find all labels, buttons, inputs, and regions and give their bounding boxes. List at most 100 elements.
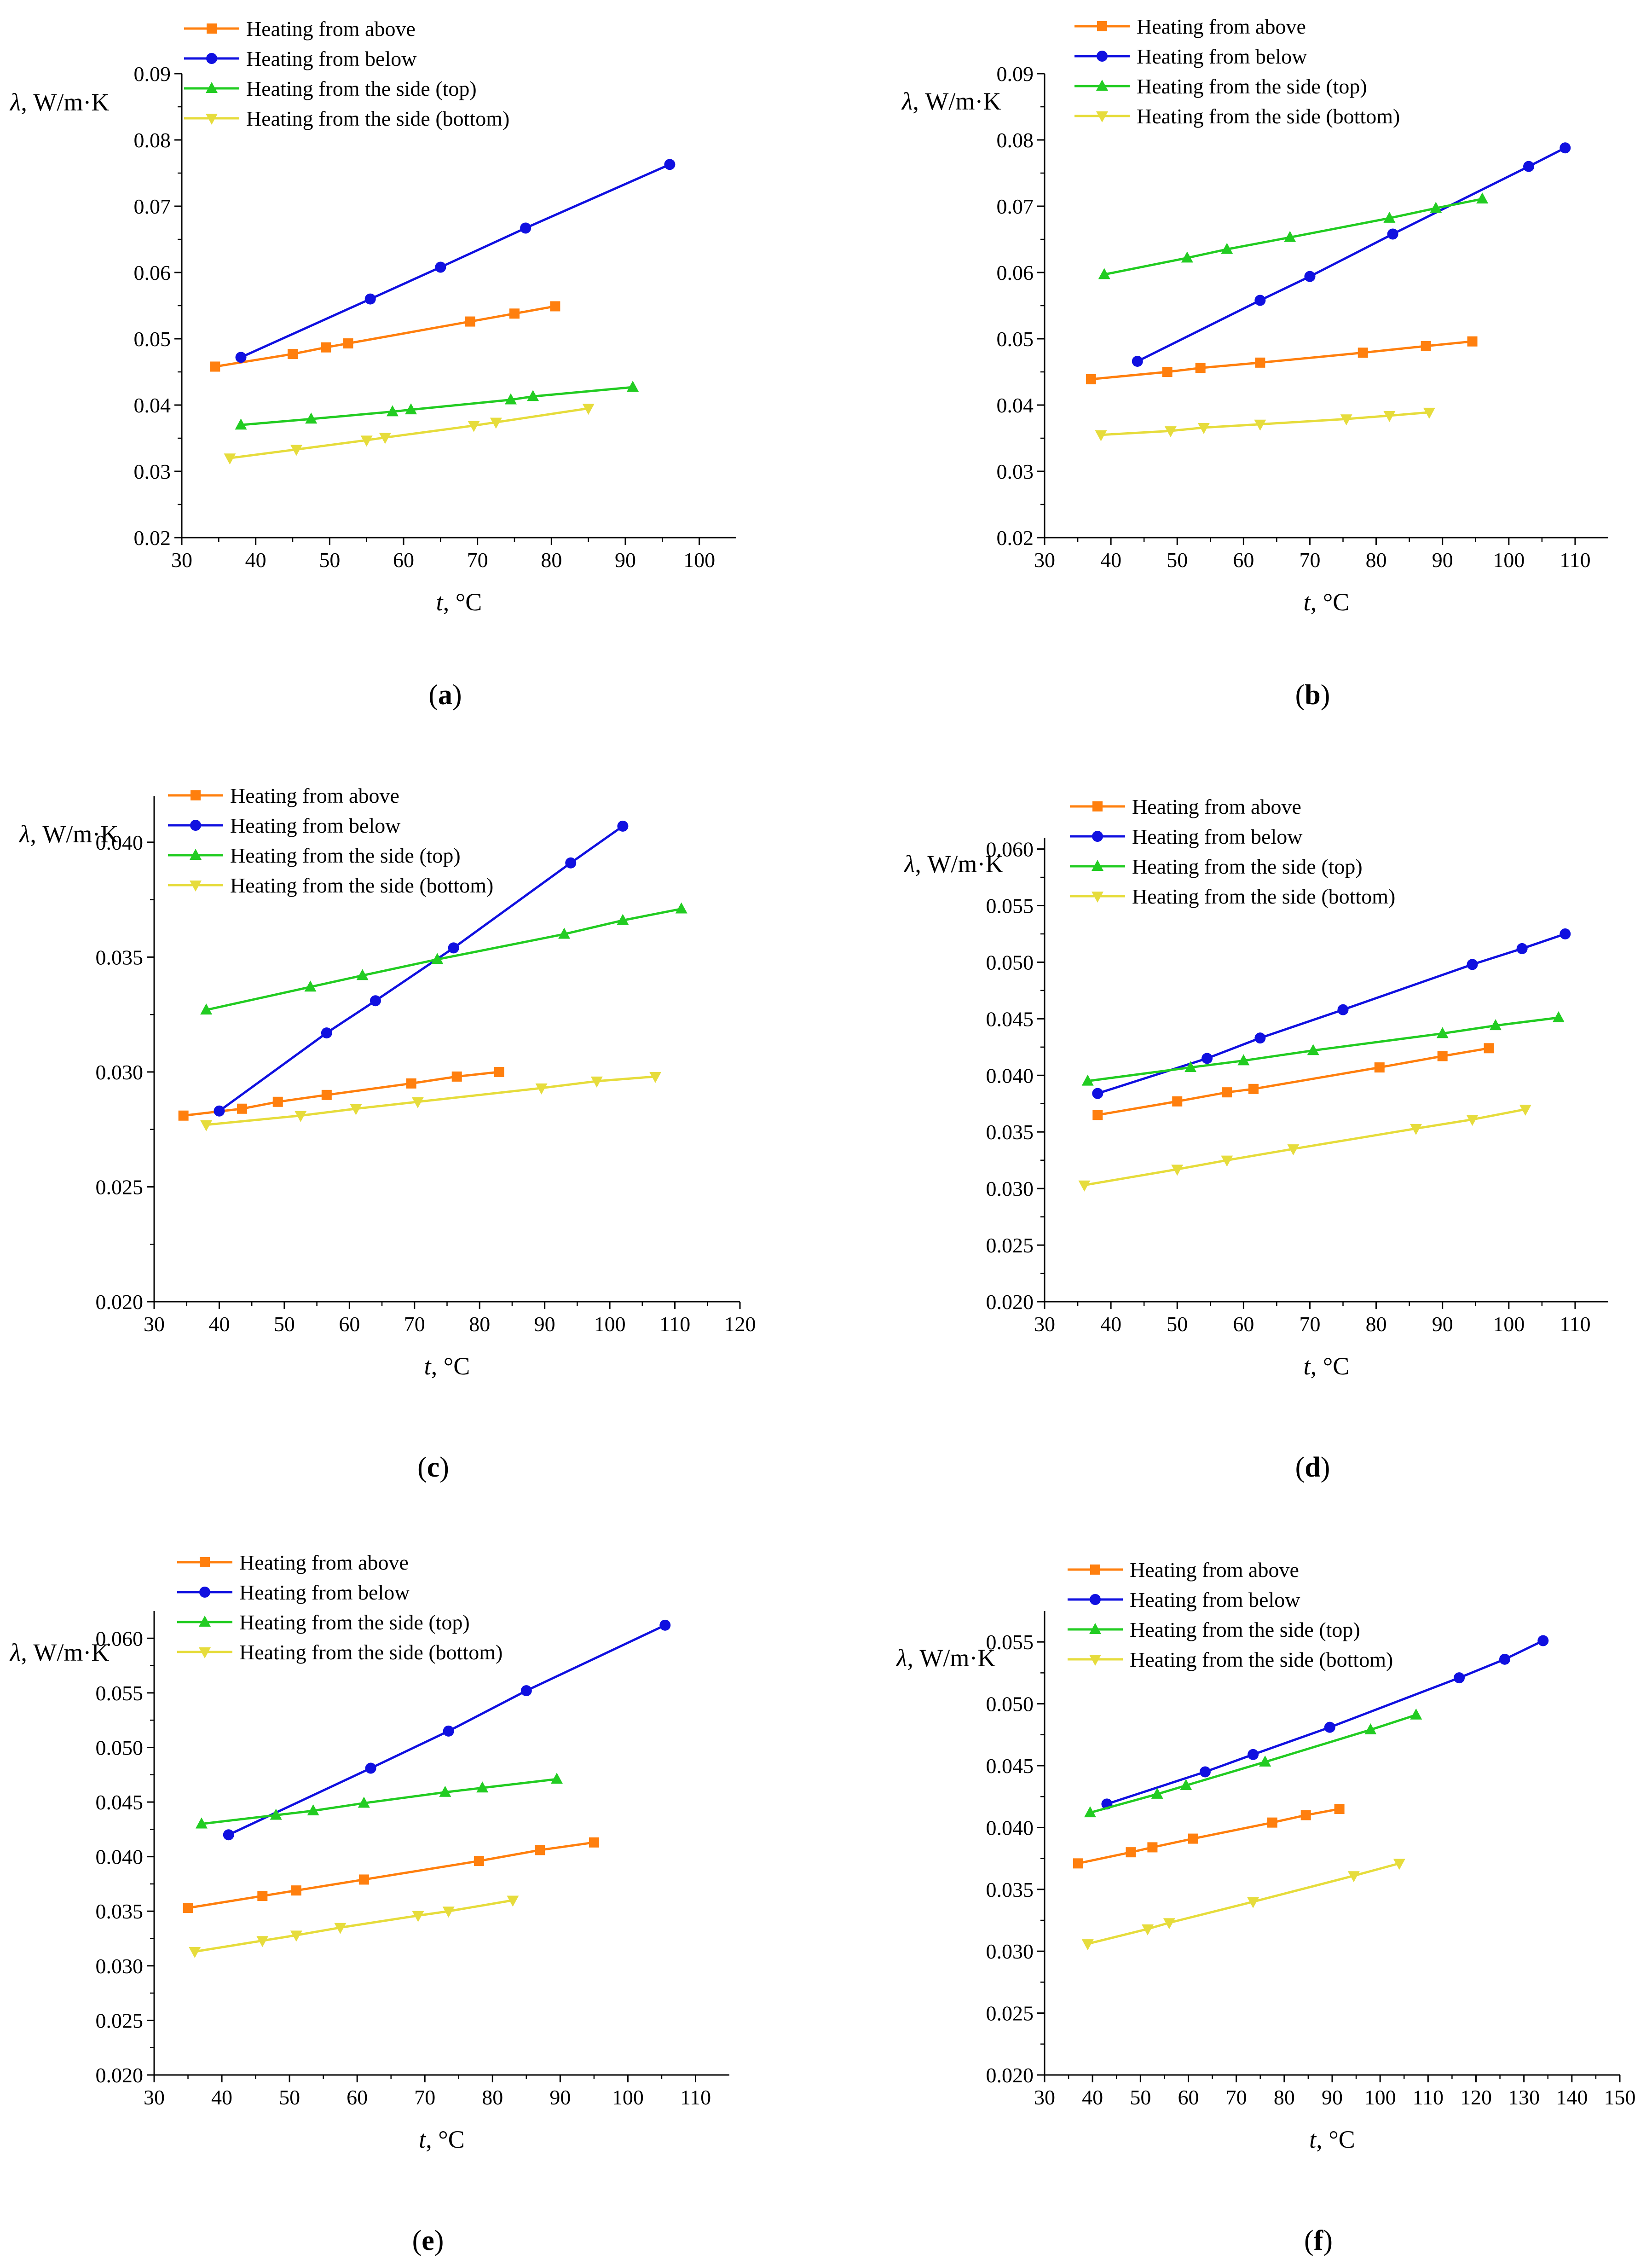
chart-panel-f: 30 40 50 60 70 80 90 100 110 120 130 140 150 0.020 0.0… — [895, 1558, 1636, 2256]
legend-label-above: Heating from above — [1130, 1558, 1299, 1582]
y-tick-label: 0.08 — [134, 128, 171, 152]
data-point-above — [183, 1903, 193, 1913]
x-axis-title: t, °C — [436, 588, 482, 616]
y-tick-label: 0.040 — [986, 1064, 1034, 1087]
legend-marker-side_top — [1092, 860, 1103, 871]
data-point-side_bottom — [379, 433, 391, 444]
data-point-below — [664, 159, 676, 170]
data-point-side_top — [504, 393, 517, 405]
data-point-above — [237, 1103, 247, 1114]
data-point-above — [550, 301, 560, 312]
series-line-above — [1097, 1047, 1490, 1116]
caption-paren-open: ( — [1304, 2225, 1314, 2256]
data-point-above — [291, 1885, 301, 1896]
x-tick-label: 90 — [615, 548, 636, 572]
x-tick-label: 30 — [144, 2086, 165, 2109]
legend-marker-side_bottom — [206, 114, 218, 125]
y-tick-label: 0.055 — [986, 1630, 1034, 1654]
legend: Heating from above Heating from below Heat… — [1074, 15, 1400, 128]
data-point-below — [1454, 1672, 1465, 1684]
y-axis-title: λ, W/m·K — [9, 88, 109, 116]
data-point-below — [370, 995, 381, 1007]
y-tick-label: 0.045 — [96, 1791, 144, 1814]
legend: Heating from above Heating from below Heat… — [177, 1551, 503, 1664]
panel-caption-c: (c) — [417, 1452, 449, 1483]
data-point-above — [494, 1066, 504, 1077]
data-point-side_top — [617, 914, 629, 925]
y-tick-label: 0.040 — [96, 831, 144, 854]
y-axis-title-unit: , W/m·K — [21, 88, 109, 116]
data-point-above — [589, 1837, 599, 1848]
data-point-below — [520, 1685, 532, 1697]
x-tick-label: 80 — [482, 2086, 503, 2109]
x-tick-label: 50 — [274, 1312, 295, 1336]
legend-marker-side_bottom — [199, 1647, 211, 1658]
y-tick-label: 0.040 — [986, 1816, 1034, 1839]
data-point-side_bottom — [1423, 407, 1435, 419]
x-axis-title-unit: , °C — [1316, 2126, 1355, 2153]
x-tick-label: 110 — [1413, 2086, 1444, 2109]
caption-paren-close: ) — [1321, 1452, 1330, 1483]
y-tick-label: 0.045 — [986, 1754, 1034, 1778]
data-point-below — [1537, 1635, 1549, 1646]
x-tick-label: 30 — [171, 548, 192, 572]
data-point-side_bottom — [1078, 1180, 1091, 1192]
data-point-above — [1421, 341, 1431, 351]
legend-marker-above — [207, 23, 217, 34]
data-point-above — [178, 1110, 189, 1121]
data-point-side_bottom — [507, 1895, 519, 1907]
data-point-below — [1523, 161, 1535, 172]
legend-label-side_top: Heating from the side (top) — [1130, 1618, 1360, 1641]
data-point-side_top — [304, 980, 317, 992]
x-tick-label: 130 — [1508, 2086, 1540, 2109]
caption-paren-open: ( — [417, 1452, 427, 1483]
y-axis-title: λ, W/m·K — [901, 87, 1001, 115]
x-tick-label: 140 — [1556, 2086, 1588, 2109]
data-point-below — [443, 1725, 454, 1737]
y-axis-title: λ, W/m·K — [18, 820, 118, 848]
legend: Heating from above Heating from below Heat… — [168, 784, 493, 897]
x-tick-label: 80 — [541, 548, 562, 572]
x-tick-label: 100 — [683, 548, 715, 572]
caption-letter: a — [438, 679, 452, 711]
legend-marker-below — [206, 53, 217, 64]
x-tick-label: 70 — [467, 548, 488, 572]
data-point-side_top — [1552, 1011, 1565, 1022]
data-point-side_top — [675, 902, 687, 914]
data-point-side_top — [1490, 1019, 1502, 1031]
legend-label-below: Heating from below — [230, 814, 401, 837]
data-point-below — [1324, 1721, 1335, 1733]
legend: Heating from above Heating from below Heat… — [1068, 1558, 1393, 1671]
data-point-below — [659, 1619, 671, 1631]
legend-marker-above — [200, 1557, 210, 1567]
data-point-side_bottom — [1141, 1924, 1154, 1935]
caption-paren-close: ) — [434, 2225, 444, 2256]
data-point-below — [1337, 1004, 1349, 1015]
chart-panel-b: 30 40 50 60 70 80 90 100 110 0.02 0.03 0.04 0.05 0.06… — [901, 15, 1608, 711]
data-point-side_bottom — [350, 1104, 362, 1115]
series-line-side_top — [201, 1778, 557, 1825]
legend-marker-side_bottom — [1096, 111, 1108, 122]
y-tick-label: 0.050 — [986, 950, 1034, 974]
y-tick-label: 0.025 — [986, 2002, 1034, 2025]
x-tick-label: 100 — [1493, 548, 1525, 572]
x-axis-title-symbol: t — [419, 2126, 427, 2153]
y-tick-label: 0.060 — [986, 838, 1034, 861]
legend-label-side_bottom: Heating from the side (bottom) — [230, 874, 493, 897]
data-point-side_top — [1284, 231, 1296, 242]
y-tick-label: 0.020 — [96, 2063, 144, 2087]
data-point-side_bottom — [1347, 1871, 1360, 1883]
data-point-below — [223, 1829, 234, 1841]
data-point-side_bottom — [1095, 430, 1107, 441]
x-tick-label: 30 — [1034, 548, 1055, 572]
x-tick-label: 60 — [393, 548, 414, 572]
legend-label-below: Heating from below — [1137, 45, 1307, 68]
data-point-side_bottom — [1393, 1859, 1405, 1870]
x-tick-label: 80 — [1274, 2086, 1295, 2109]
legend-marker-above — [1097, 21, 1107, 31]
data-point-side_top — [405, 403, 417, 415]
data-point-side_bottom — [582, 404, 595, 415]
y-tick-label: 0.020 — [986, 1290, 1034, 1314]
data-point-side_bottom — [442, 1907, 455, 1918]
series-line-below — [240, 163, 670, 359]
